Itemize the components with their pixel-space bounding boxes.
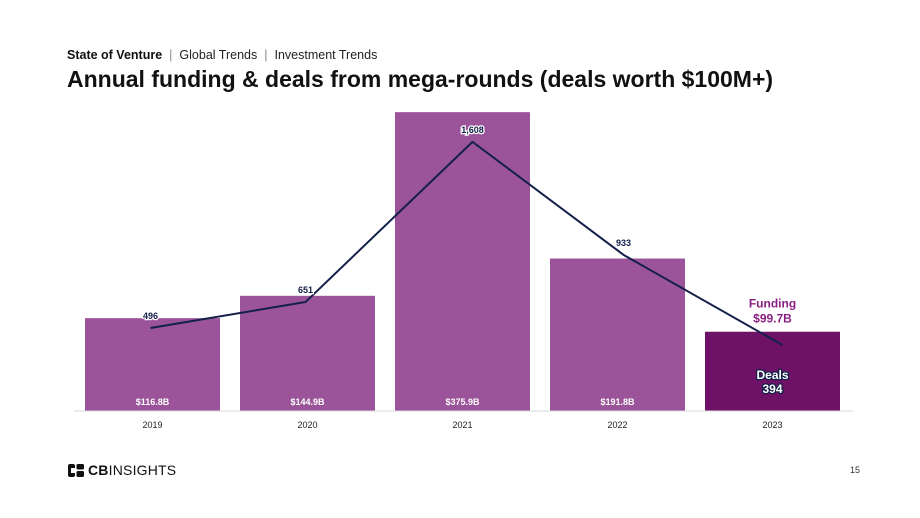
breadcrumb-item-investment-trends[interactable]: Investment Trends [274,48,378,62]
funding-bar [550,258,685,411]
funding-bar [85,318,220,411]
logo-wordmark-rest: INSIGHTS [108,462,177,478]
breadcrumb: State of Venture | Global Trends | Inves… [67,48,377,62]
funding-bar [240,295,375,411]
deals-point-label: 933 [616,238,631,248]
funding-bar [705,331,840,411]
deals-point-label: 651 [298,285,313,295]
deals-point-label: 1,608 [461,125,484,135]
logo-wordmark: CBINSIGHTS [88,462,176,478]
breadcrumb-item-state-of-venture[interactable]: State of Venture [67,48,163,62]
cb-insights-logo-icon [68,463,84,477]
funding-bar [395,112,530,412]
logo-wordmark-bold: CB [88,462,109,478]
page-number: 15 [849,465,860,475]
breadcrumb-item-global-trends[interactable]: Global Trends [179,48,258,62]
cb-insights-logo: CBINSIGHTS [68,462,176,478]
x-axis-tick-label: 2022 [607,420,627,430]
funding-bar-label: $144.9B [290,397,325,407]
mega-rounds-chart: $116.8B 2019 $144.9B 2020 $375.9B 2021 $191.8B… [74,112,853,430]
deals-point-label: 496 [143,311,158,321]
x-axis-tick-label: 2023 [762,420,782,430]
breadcrumb-separator: | [264,48,268,62]
funding-annotation-title: Funding [749,297,796,311]
funding-bar-label: $191.8B [600,397,635,407]
funding-bar-label: $116.8B [136,397,170,407]
deals-line [150,140,783,346]
funding-bar-label: $375.9B [445,397,480,407]
deals-annotation-title: Deals [756,368,788,382]
x-axis-tick-label: 2019 [142,420,162,430]
breadcrumb-separator: | [169,48,173,62]
x-axis-tick-label: 2021 [452,420,472,430]
x-axis-tick-label: 2020 [297,420,317,430]
page-title: Annual funding & deals from mega-rounds … [67,66,774,92]
funding-annotation-value: $99.7B [753,312,792,326]
deals-annotation-value: 394 [762,382,782,396]
